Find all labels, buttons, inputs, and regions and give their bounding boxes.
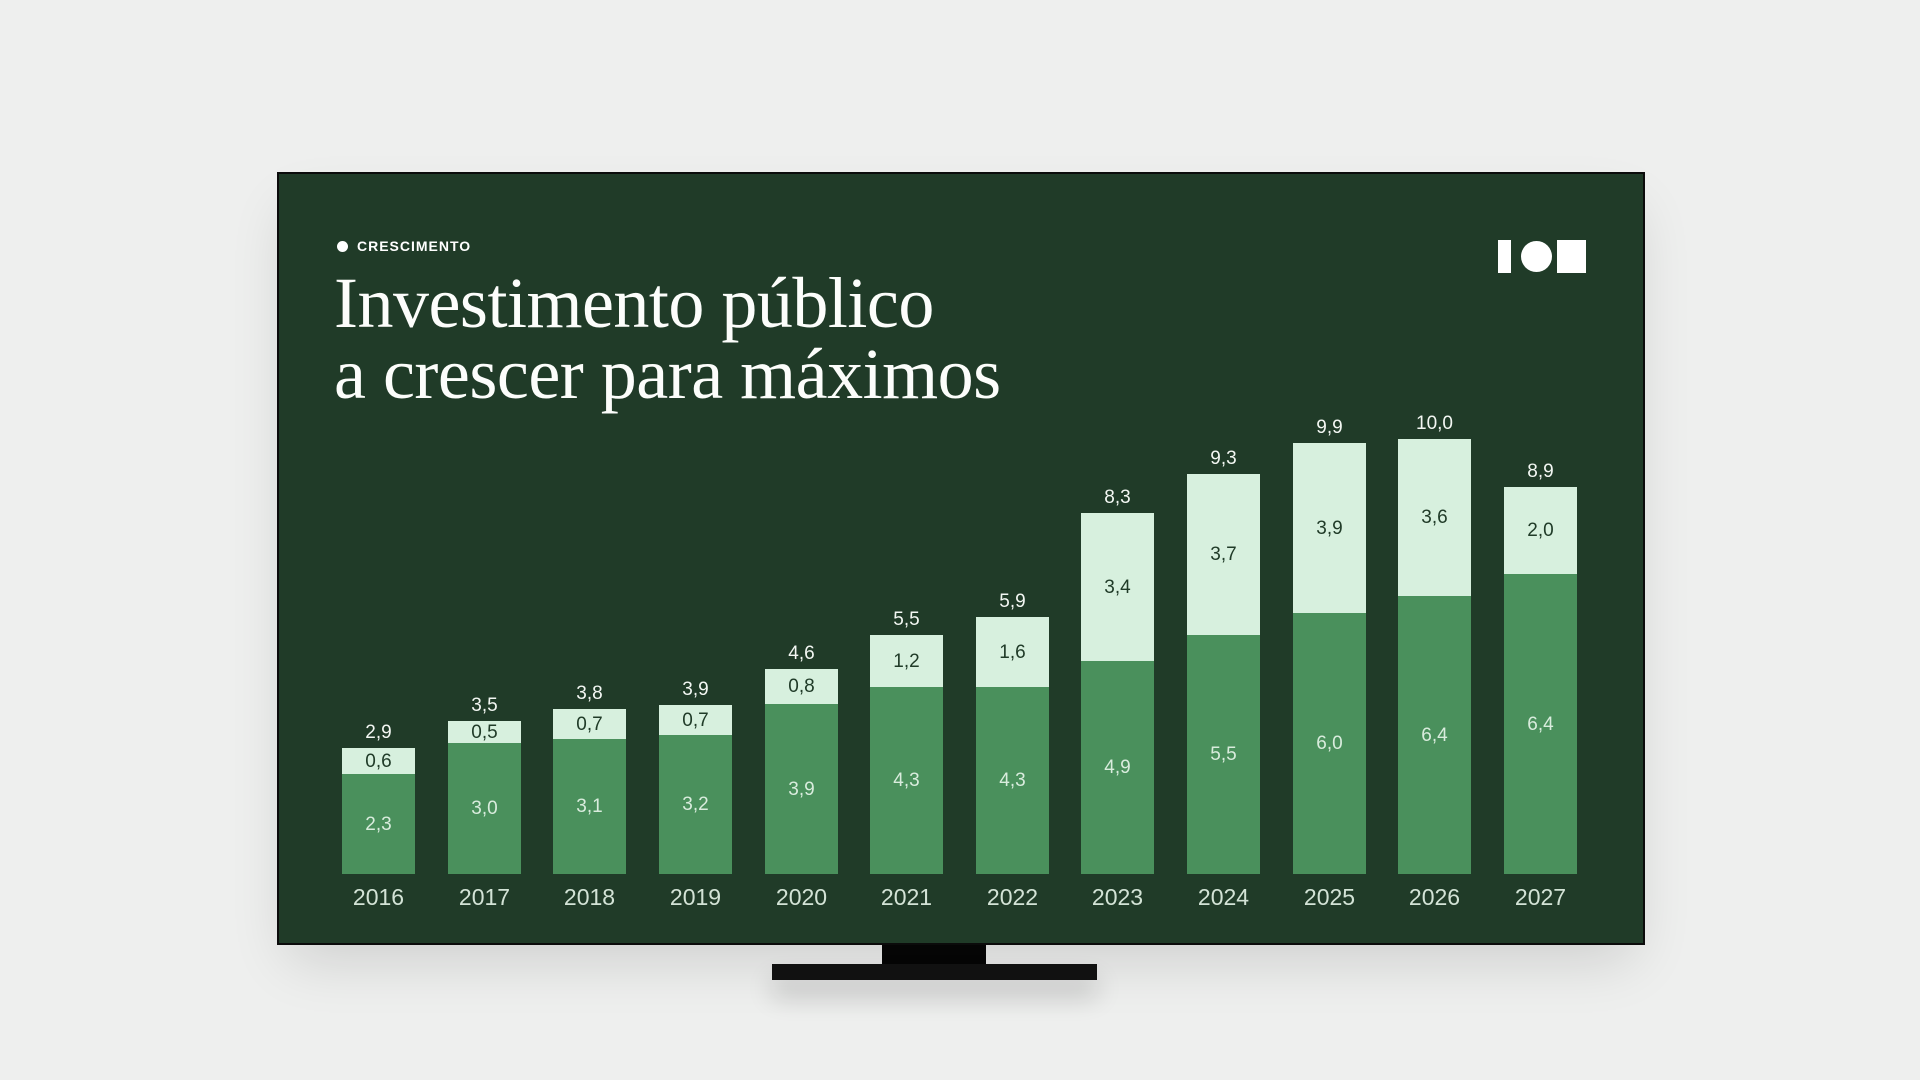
bar-segment-top: 1,2 — [870, 635, 943, 687]
bar-segment-base-label: 5,5 — [1210, 744, 1237, 765]
logo-bar-icon — [1498, 240, 1511, 273]
bar-column: 3,9 3,2 0,7 2019 — [659, 680, 732, 909]
bar-total-label: 10,0 — [1416, 413, 1453, 434]
brand-logo — [1498, 240, 1586, 273]
bar-segment-base: 5,5 — [1187, 635, 1260, 874]
logo-circle-icon — [1521, 241, 1552, 272]
bar-segment-base: 4,3 — [870, 687, 943, 874]
bar-segment-base-label: 4,3 — [999, 770, 1026, 791]
x-axis-label: 2023 — [1091, 884, 1144, 910]
bar-segment-base: 3,9 — [765, 704, 838, 874]
bar-segment-base: 3,2 — [659, 735, 732, 874]
bar-segment-base: 6,4 — [1398, 596, 1471, 874]
bar-total-label: 5,5 — [893, 609, 920, 630]
x-axis-label: 2016 — [352, 884, 405, 910]
x-axis-label: 2021 — [880, 884, 933, 910]
bar-segment-top: 1,6 — [976, 617, 1049, 687]
x-axis-label: 2024 — [1197, 884, 1250, 910]
bar-total-label: 3,5 — [471, 695, 498, 716]
bar-segment-base: 2,3 — [342, 774, 415, 874]
bar-segment-top: 0,6 — [342, 748, 415, 774]
x-axis-label: 2022 — [986, 884, 1039, 910]
bar-column: 8,9 6,4 2,0 2027 — [1504, 462, 1577, 909]
bar-segment-top: 0,8 — [765, 669, 838, 704]
bar-segment-top: 3,4 — [1081, 513, 1154, 661]
bar-column: 5,5 4,3 1,2 2021 — [870, 610, 943, 909]
bar-segment-base: 4,3 — [976, 687, 1049, 874]
tv-stand-base — [772, 964, 1097, 980]
tv-screen: CRESCIMENTO Investimento público a cresc… — [277, 172, 1645, 945]
bar-column: 5,9 4,3 1,6 2022 — [976, 592, 1049, 909]
bar-segment-top: 3,6 — [1398, 439, 1471, 596]
bar-segment-top-label: 0,7 — [576, 713, 603, 735]
bar-segment-base-label: 6,4 — [1421, 724, 1448, 746]
bar-column: 10,0 6,4 3,6 2026 — [1398, 414, 1471, 909]
x-axis-label: 2018 — [563, 884, 616, 910]
bar-segment-top: 0,7 — [659, 705, 732, 735]
x-axis-label: 2026 — [1408, 884, 1461, 910]
stacked-bar-chart: 2,9 2,3 0,6 2016 3,5 3,0 0,5 2017 3,8 3,1 0,7 2018 3… — [279, 174, 1643, 943]
bar-segment-top-label: 3,7 — [1210, 544, 1237, 565]
bar-segment-base: 4,9 — [1081, 661, 1154, 874]
bar-segment-top-label: 0,7 — [682, 709, 709, 731]
bar-segment-top-label: 3,4 — [1104, 576, 1131, 598]
bar-column: 9,9 6,0 3,9 2025 — [1293, 418, 1366, 909]
tv-stand-neck — [882, 945, 986, 965]
bar-segment-base: 6,4 — [1504, 574, 1577, 874]
bar-segment-base-label: 3,0 — [471, 798, 498, 819]
bar-segment-base-label: 3,1 — [576, 796, 603, 817]
bar-total-label: 3,9 — [682, 679, 709, 700]
bar-column: 2,9 2,3 0,6 2016 — [342, 723, 415, 909]
x-axis-label: 2027 — [1514, 884, 1567, 910]
bar-column: 3,5 3,0 0,5 2017 — [448, 696, 521, 909]
bar-segment-base: 3,1 — [553, 739, 626, 874]
page-title: Investimento público a crescer para máxi… — [334, 263, 1001, 414]
x-axis-label: 2025 — [1303, 884, 1356, 910]
bar-segment-top: 2,0 — [1504, 487, 1577, 574]
bar-total-label: 2,9 — [365, 722, 392, 743]
eyebrow: CRESCIMENTO — [337, 238, 471, 254]
bar-segment-top-label: 3,6 — [1421, 507, 1448, 528]
bar-total-label: 4,6 — [788, 643, 815, 664]
bar-total-label: 5,9 — [999, 591, 1026, 612]
logo-square-icon — [1557, 240, 1586, 273]
bar-total-label: 8,3 — [1104, 487, 1131, 508]
bar-segment-top: 0,7 — [553, 709, 626, 739]
bar-segment-base-label: 6,0 — [1316, 733, 1343, 754]
bar-segment-base: 3,0 — [448, 743, 521, 874]
bar-segment-top: 0,5 — [448, 721, 521, 743]
x-axis-label: 2019 — [669, 884, 722, 910]
bar-segment-top-label: 2,0 — [1527, 520, 1554, 541]
bar-total-label: 9,3 — [1210, 448, 1237, 469]
bar-segment-base-label: 4,3 — [893, 770, 920, 791]
x-axis-label: 2020 — [775, 884, 828, 910]
bar-segment-top-label: 0,5 — [471, 721, 498, 743]
bar-segment-base-label: 3,2 — [682, 794, 709, 815]
bar-segment-top-label: 1,2 — [893, 650, 920, 672]
page-title-line2: a crescer para máximos — [334, 334, 1001, 414]
bar-segment-top-label: 3,9 — [1316, 517, 1343, 539]
bar-segment-top: 3,7 — [1187, 474, 1260, 635]
bar-total-label: 9,9 — [1316, 417, 1343, 438]
bar-total-label: 3,8 — [576, 683, 603, 704]
bar-column: 4,6 3,9 0,8 2020 — [765, 644, 838, 909]
bar-segment-base-label: 6,4 — [1527, 713, 1554, 735]
bar-segment-base-label: 2,3 — [365, 813, 392, 835]
bar-column: 3,8 3,1 0,7 2018 — [553, 684, 626, 909]
bar-segment-base: 6,0 — [1293, 613, 1366, 874]
bar-segment-top-label: 1,6 — [999, 641, 1026, 663]
bar-column: 8,3 4,9 3,4 2023 — [1081, 488, 1154, 909]
bullet-icon — [337, 240, 348, 252]
bar-segment-top-label: 0,6 — [365, 750, 392, 772]
bar-segment-top-label: 0,8 — [788, 676, 815, 697]
page-title-line1: Investimento público — [334, 263, 934, 343]
bar-segment-top: 3,9 — [1293, 443, 1366, 613]
bar-segment-base-label: 4,9 — [1104, 757, 1131, 778]
bar-column: 9,3 5,5 3,7 2024 — [1187, 449, 1260, 909]
bar-total-label: 8,9 — [1527, 461, 1554, 482]
eyebrow-label: CRESCIMENTO — [357, 238, 472, 254]
bar-segment-base-label: 3,9 — [788, 778, 815, 800]
x-axis-label: 2017 — [458, 884, 511, 910]
